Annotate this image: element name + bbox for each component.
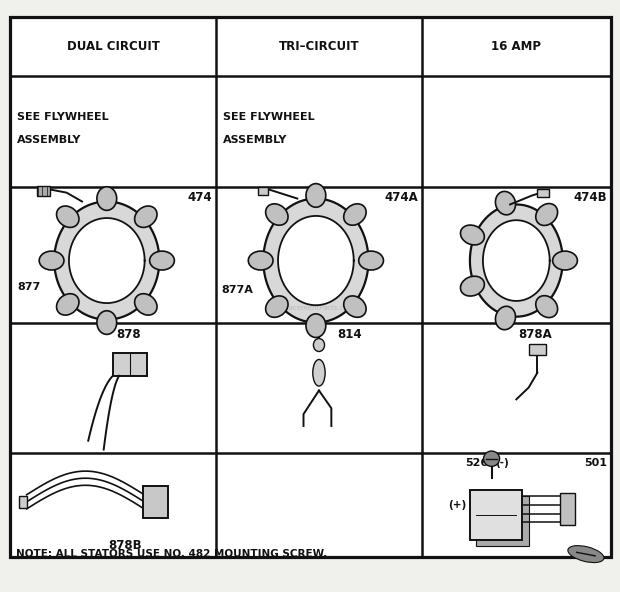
Text: 878B: 878B — [108, 539, 142, 552]
Bar — [422, 17, 611, 76]
Bar — [10, 17, 216, 76]
Ellipse shape — [306, 314, 326, 337]
Bar — [113, 353, 147, 376]
Text: (-): (-) — [495, 458, 508, 468]
Text: 16 AMP: 16 AMP — [491, 40, 541, 53]
Ellipse shape — [56, 294, 79, 315]
Circle shape — [484, 451, 500, 466]
Bar — [258, 186, 268, 195]
Ellipse shape — [552, 251, 577, 270]
Bar — [143, 486, 168, 519]
Bar — [10, 323, 216, 452]
Text: 814: 814 — [337, 329, 362, 342]
Ellipse shape — [343, 204, 366, 225]
Polygon shape — [69, 218, 144, 303]
Bar — [422, 17, 611, 76]
Bar — [537, 189, 549, 197]
Bar — [422, 186, 611, 323]
Bar — [470, 490, 523, 540]
Bar — [216, 17, 422, 76]
Bar — [216, 323, 422, 452]
Text: 501: 501 — [585, 458, 608, 468]
Bar — [216, 17, 422, 76]
Ellipse shape — [135, 206, 157, 227]
Polygon shape — [278, 216, 354, 305]
Polygon shape — [54, 201, 159, 320]
Bar — [529, 345, 546, 355]
Text: SEE FLYWHEEL: SEE FLYWHEEL — [223, 112, 315, 122]
Text: 877A: 877A — [221, 285, 253, 295]
Bar — [216, 186, 422, 323]
Text: 878A: 878A — [518, 329, 552, 342]
Text: (+): (+) — [448, 500, 467, 510]
Ellipse shape — [135, 294, 157, 315]
Bar — [216, 76, 422, 186]
Text: 877: 877 — [17, 282, 41, 292]
Text: 878: 878 — [116, 329, 141, 342]
Text: DUAL CIRCUIT: DUAL CIRCUIT — [66, 40, 159, 53]
Ellipse shape — [343, 296, 366, 317]
Bar — [37, 186, 50, 195]
Bar — [422, 76, 611, 186]
Ellipse shape — [536, 204, 557, 226]
Text: SEE FLYWHEEL: SEE FLYWHEEL — [17, 112, 109, 122]
Text: 526: 526 — [465, 458, 489, 468]
Bar — [10, 17, 216, 76]
Bar — [216, 452, 422, 557]
Bar — [19, 496, 27, 508]
Polygon shape — [483, 220, 550, 301]
Text: ASSEMBLY: ASSEMBLY — [223, 136, 288, 146]
Text: 474: 474 — [188, 191, 212, 204]
Ellipse shape — [568, 546, 604, 562]
Ellipse shape — [56, 206, 79, 227]
Ellipse shape — [149, 251, 174, 270]
Ellipse shape — [248, 251, 273, 270]
Ellipse shape — [359, 251, 383, 270]
Bar — [10, 76, 216, 186]
Polygon shape — [264, 198, 368, 323]
Bar — [10, 452, 216, 557]
Ellipse shape — [313, 339, 324, 352]
Ellipse shape — [536, 295, 557, 317]
Bar — [10, 186, 216, 323]
Bar — [422, 452, 611, 557]
Ellipse shape — [306, 184, 326, 207]
Text: 474B: 474B — [574, 191, 607, 204]
Ellipse shape — [97, 186, 117, 210]
Polygon shape — [470, 204, 563, 317]
Text: ASSEMBLY: ASSEMBLY — [17, 136, 82, 146]
Text: 474A: 474A — [384, 191, 418, 204]
Ellipse shape — [39, 251, 64, 270]
Bar — [560, 493, 575, 526]
Ellipse shape — [495, 191, 515, 215]
Bar — [476, 496, 529, 546]
Bar — [422, 323, 611, 452]
Ellipse shape — [461, 225, 484, 245]
Text: NOTE: ALL STATORS USE NO. 482 MOUNTING SCREW.: NOTE: ALL STATORS USE NO. 482 MOUNTING S… — [16, 549, 327, 559]
Ellipse shape — [495, 306, 515, 330]
Ellipse shape — [461, 276, 484, 296]
Text: ©ReplacementParts.com: ©ReplacementParts.com — [266, 304, 354, 311]
Ellipse shape — [265, 204, 288, 225]
Ellipse shape — [312, 359, 325, 386]
Ellipse shape — [265, 296, 288, 317]
Text: TRI–CIRCUIT: TRI–CIRCUIT — [278, 40, 359, 53]
Ellipse shape — [97, 311, 117, 334]
